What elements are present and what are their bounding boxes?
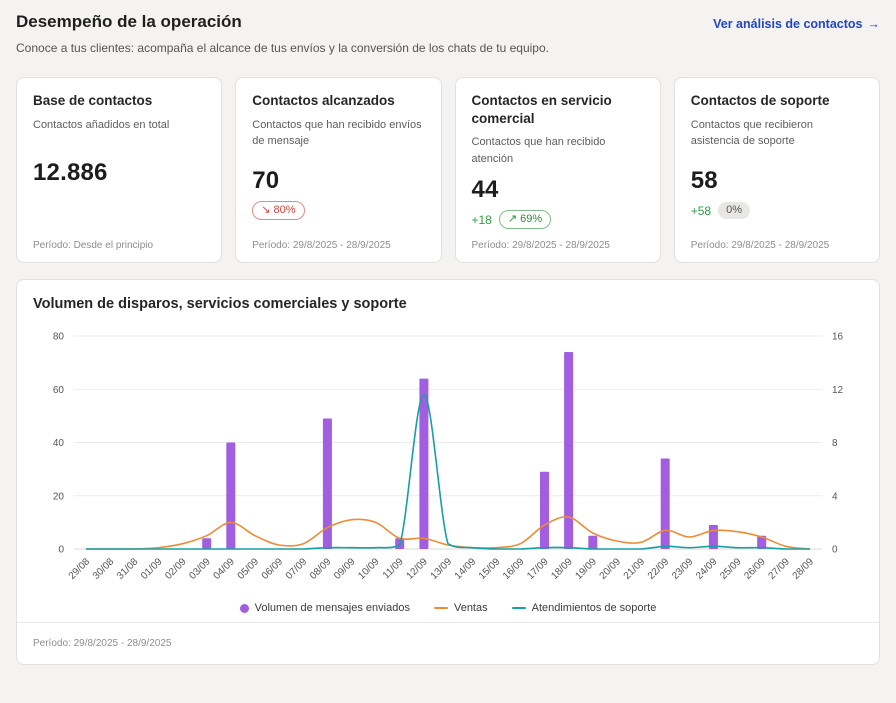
card-title: Contactos de soporte xyxy=(690,93,830,108)
svg-text:29/08: 29/08 xyxy=(67,556,93,582)
svg-text:05/09: 05/09 xyxy=(236,556,262,582)
legend-item-soporte[interactable]: Atendimientos de soporte xyxy=(511,602,657,614)
svg-text:14/09: 14/09 xyxy=(453,556,479,582)
svg-text:15/09: 15/09 xyxy=(477,556,503,582)
svg-text:80: 80 xyxy=(53,332,65,343)
contacts-analysis-link[interactable]: Ver análisis de contactos → xyxy=(713,17,880,31)
svg-text:60: 60 xyxy=(53,385,65,396)
card-description: Contactos añadidos en total xyxy=(33,118,170,131)
svg-text:0: 0 xyxy=(58,545,64,556)
svg-text:11/09: 11/09 xyxy=(381,556,406,581)
svg-text:4: 4 xyxy=(832,491,838,502)
trend-badge-up: ↗ 69% xyxy=(498,210,552,230)
card-title: Contactos alcanzados xyxy=(252,93,395,108)
delta-value: +58 xyxy=(690,203,712,218)
svg-text:07/09: 07/09 xyxy=(284,556,310,582)
svg-text:25/09: 25/09 xyxy=(718,556,744,582)
svg-text:28/09: 28/09 xyxy=(791,556,817,582)
card-badges: +58 0% xyxy=(691,199,863,222)
svg-text:40: 40 xyxy=(53,438,65,449)
link-label: Ver análisis de contactos xyxy=(713,17,863,31)
soporte-line-swatch xyxy=(511,607,526,609)
svg-text:20: 20 xyxy=(53,491,65,502)
card-period: Período: 29/8/2025 - 28/9/2025 xyxy=(252,239,391,251)
header-text: Desempeño de la operación Conoce a tus c… xyxy=(16,12,549,55)
card-badges xyxy=(33,191,205,214)
page-header: Desempeño de la operación Conoce a tus c… xyxy=(16,12,880,55)
svg-text:16/09: 16/09 xyxy=(501,556,527,582)
svg-text:30/08: 30/08 xyxy=(91,556,117,582)
card-period: Período: 29/8/2025 - 28/9/2025 xyxy=(690,239,830,251)
svg-text:26/09: 26/09 xyxy=(742,556,768,582)
chart-legend: Volumen de mensajes enviados Ventas Aten… xyxy=(17,602,879,614)
card-value: 44 xyxy=(471,176,499,204)
svg-text:27/09: 27/09 xyxy=(766,556,792,582)
card-description: Contactos que han recibido envíos de men… xyxy=(252,118,422,148)
svg-text:22/09: 22/09 xyxy=(646,556,672,582)
svg-text:13/09: 13/09 xyxy=(429,556,455,582)
svg-text:04/09: 04/09 xyxy=(211,556,237,582)
ventas-line-swatch xyxy=(433,607,448,609)
svg-text:12/09: 12/09 xyxy=(405,556,431,582)
stat-card-servicio-comercial: Contactos en servicio comercial Contacto… xyxy=(454,77,661,263)
svg-text:03/09: 03/09 xyxy=(187,556,213,582)
legend-item-mensajes[interactable]: Volumen de mensajes enviados xyxy=(239,602,410,614)
card-badges: +18 ↗ 69% xyxy=(472,208,644,231)
card-value: 70 xyxy=(252,167,280,195)
svg-text:31/08: 31/08 xyxy=(115,556,141,582)
svg-text:01/09: 01/09 xyxy=(139,556,165,582)
card-badges: ↘ 80% xyxy=(252,199,424,222)
badge-label: 80% xyxy=(273,204,296,217)
svg-text:23/09: 23/09 xyxy=(670,556,696,582)
chart-footer: Período: 29/8/2025 - 28/9/2025 xyxy=(17,622,879,664)
legend-label: Atendimientos de soporte xyxy=(531,602,657,614)
chart-title: Volumen de disparos, servicios comercial… xyxy=(33,296,407,312)
card-value: 58 xyxy=(690,167,718,195)
chart-period: Período: 29/8/2025 - 28/9/2025 xyxy=(33,638,172,649)
svg-text:8: 8 xyxy=(832,438,838,449)
trend-badge-down: ↘ 80% xyxy=(252,201,305,221)
svg-text:24/09: 24/09 xyxy=(694,556,720,582)
badge-label: 0% xyxy=(726,204,743,217)
card-title: Contactos en servicio comercial xyxy=(471,93,612,126)
card-description: Contactos que recibieron asistencia de s… xyxy=(690,118,814,148)
trend-badge-neutral: 0% xyxy=(718,202,751,220)
svg-text:21/09: 21/09 xyxy=(622,556,648,582)
page-title: Desempeño de la operación xyxy=(16,12,242,31)
svg-text:06/09: 06/09 xyxy=(260,556,286,582)
svg-text:17/09: 17/09 xyxy=(525,556,551,582)
badge-label: 69% xyxy=(520,213,543,226)
page-subtitle: Conoce a tus clientes: acompaña el alcan… xyxy=(16,41,549,55)
stat-cards-row: Base de contactos Contactos añadidos en … xyxy=(16,77,880,263)
bar-series-swatch xyxy=(239,603,249,613)
stat-card-contactos-alcanzados: Contactos alcanzados Contactos que han r… xyxy=(235,77,442,263)
svg-text:10/09: 10/09 xyxy=(356,556,382,582)
dashboard-page: Desempeño de la operación Conoce a tus c… xyxy=(16,12,880,665)
legend-label: Ventas xyxy=(453,602,488,614)
arrow-right-icon: → xyxy=(867,17,881,31)
chart-card: Volumen de disparos, servicios comercial… xyxy=(16,279,880,665)
card-description: Contactos que han recibido atención xyxy=(471,136,606,165)
svg-text:09/09: 09/09 xyxy=(332,556,358,582)
card-title: Base de contactos xyxy=(33,93,153,108)
legend-label: Volumen de mensajes enviados xyxy=(254,602,410,614)
svg-text:19/09: 19/09 xyxy=(573,556,599,582)
combo-chart: 0 20 40 60 80 0 4 8 12 16 29/0830/0831/0801/0902/0… xyxy=(53,332,844,582)
stat-card-base-contactos: Base de contactos Contactos añadidos en … xyxy=(16,77,223,263)
svg-text:12: 12 xyxy=(832,385,844,396)
svg-text:0: 0 xyxy=(832,545,838,556)
svg-text:18/09: 18/09 xyxy=(549,556,575,582)
svg-text:08/09: 08/09 xyxy=(308,556,334,582)
trend-up-icon: ↗ xyxy=(507,213,518,226)
card-period: Período: 29/8/2025 - 28/9/2025 xyxy=(471,240,610,251)
delta-value: +18 xyxy=(471,212,492,227)
trend-down-icon: ↘ xyxy=(261,204,271,217)
svg-text:20/09: 20/09 xyxy=(598,556,624,582)
card-period: Período: Desde el principio xyxy=(33,239,154,251)
svg-text:02/09: 02/09 xyxy=(163,556,189,582)
svg-text:16: 16 xyxy=(832,332,844,343)
stat-card-soporte: Contactos de soporte Contactos que recib… xyxy=(673,77,880,263)
card-value: 12.886 xyxy=(33,159,108,187)
legend-item-ventas[interactable]: Ventas xyxy=(433,602,488,614)
